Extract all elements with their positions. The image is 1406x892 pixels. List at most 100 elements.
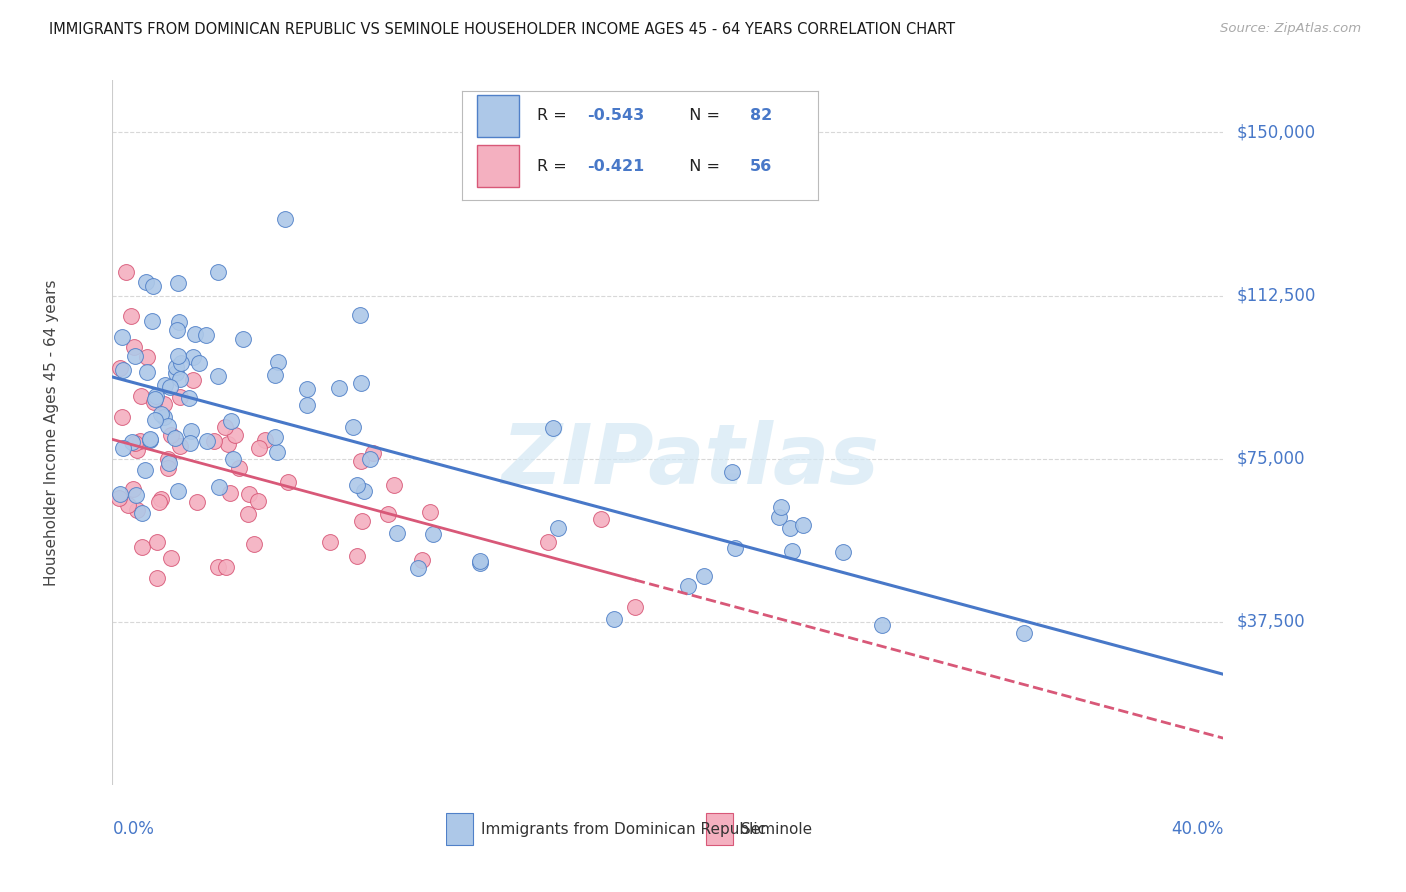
Point <box>353 484 375 499</box>
Point <box>214 420 236 434</box>
Point <box>159 428 181 442</box>
Point <box>145 571 167 585</box>
Point <box>111 329 134 343</box>
Point <box>150 491 173 506</box>
Point <box>166 349 188 363</box>
Point <box>156 460 179 475</box>
Point <box>115 265 138 279</box>
Point <box>124 349 146 363</box>
Point <box>110 361 132 376</box>
Point <box>222 452 245 467</box>
Point <box>129 389 152 403</box>
Point <box>143 413 166 427</box>
Point <box>188 356 211 370</box>
Point <box>603 612 626 626</box>
Point <box>167 315 190 329</box>
Point <box>180 425 202 439</box>
Point <box>195 434 218 448</box>
Point <box>179 435 201 450</box>
Point <box>169 390 191 404</box>
Point <box>470 554 492 568</box>
Point <box>350 454 373 468</box>
Point <box>792 517 814 532</box>
Text: 40.0%: 40.0% <box>1171 821 1223 838</box>
Point <box>183 326 205 341</box>
Point <box>346 549 368 563</box>
Point <box>361 446 384 460</box>
Point <box>228 461 250 475</box>
Point <box>870 617 893 632</box>
Point <box>207 368 229 383</box>
Point <box>349 308 371 322</box>
Point <box>219 486 242 500</box>
Point <box>121 434 143 449</box>
Point <box>179 391 201 405</box>
Point <box>156 419 179 434</box>
Point <box>215 560 238 574</box>
Point <box>135 275 157 289</box>
Text: $112,500: $112,500 <box>1236 286 1316 304</box>
Point <box>247 494 270 508</box>
Point <box>411 553 433 567</box>
Point <box>224 427 246 442</box>
Point <box>207 560 229 574</box>
Point <box>217 436 239 450</box>
Point <box>207 265 229 279</box>
Point <box>156 452 179 467</box>
Point <box>247 441 270 455</box>
Point <box>165 359 187 374</box>
Point <box>264 368 287 383</box>
Point <box>422 527 444 541</box>
Point <box>153 397 176 411</box>
Point <box>165 366 187 380</box>
Point <box>146 534 169 549</box>
Point <box>236 507 259 521</box>
Point <box>153 378 176 392</box>
Point <box>124 436 146 450</box>
Point <box>263 430 285 444</box>
Point <box>346 478 368 492</box>
Point <box>111 363 134 377</box>
Point <box>107 491 129 506</box>
Point <box>181 373 204 387</box>
Point <box>169 439 191 453</box>
Point <box>253 433 276 447</box>
Point <box>139 432 162 446</box>
Point <box>541 421 564 435</box>
Point <box>111 441 134 455</box>
Point <box>142 278 165 293</box>
Point <box>159 550 181 565</box>
Point <box>134 463 156 477</box>
Point <box>111 410 134 425</box>
Point <box>232 332 254 346</box>
Point <box>166 276 188 290</box>
Point <box>547 521 569 535</box>
Point <box>136 350 159 364</box>
Point <box>131 540 153 554</box>
Point <box>167 484 190 499</box>
Point <box>124 340 146 354</box>
Point <box>139 433 162 447</box>
Point <box>724 541 747 556</box>
Point <box>721 465 744 479</box>
Text: $75,000: $75,000 <box>1236 450 1305 467</box>
Point <box>125 503 148 517</box>
Point <box>624 599 647 614</box>
Point <box>131 506 153 520</box>
Text: IMMIGRANTS FROM DOMINICAN REPUBLIC VS SEMINOLE HOUSEHOLDER INCOME AGES 45 - 64 Y: IMMIGRANTS FROM DOMINICAN REPUBLIC VS SE… <box>49 22 955 37</box>
Point <box>181 351 204 365</box>
Point <box>238 487 260 501</box>
Point <box>145 389 167 403</box>
Point <box>208 480 231 494</box>
Point <box>350 514 373 528</box>
Point <box>328 381 350 395</box>
Point <box>219 414 242 428</box>
Point <box>108 487 131 501</box>
Point <box>678 579 700 593</box>
Point <box>319 534 342 549</box>
Point <box>169 371 191 385</box>
Point <box>359 451 381 466</box>
Point <box>166 323 188 337</box>
Point <box>267 355 290 369</box>
Point <box>141 314 163 328</box>
